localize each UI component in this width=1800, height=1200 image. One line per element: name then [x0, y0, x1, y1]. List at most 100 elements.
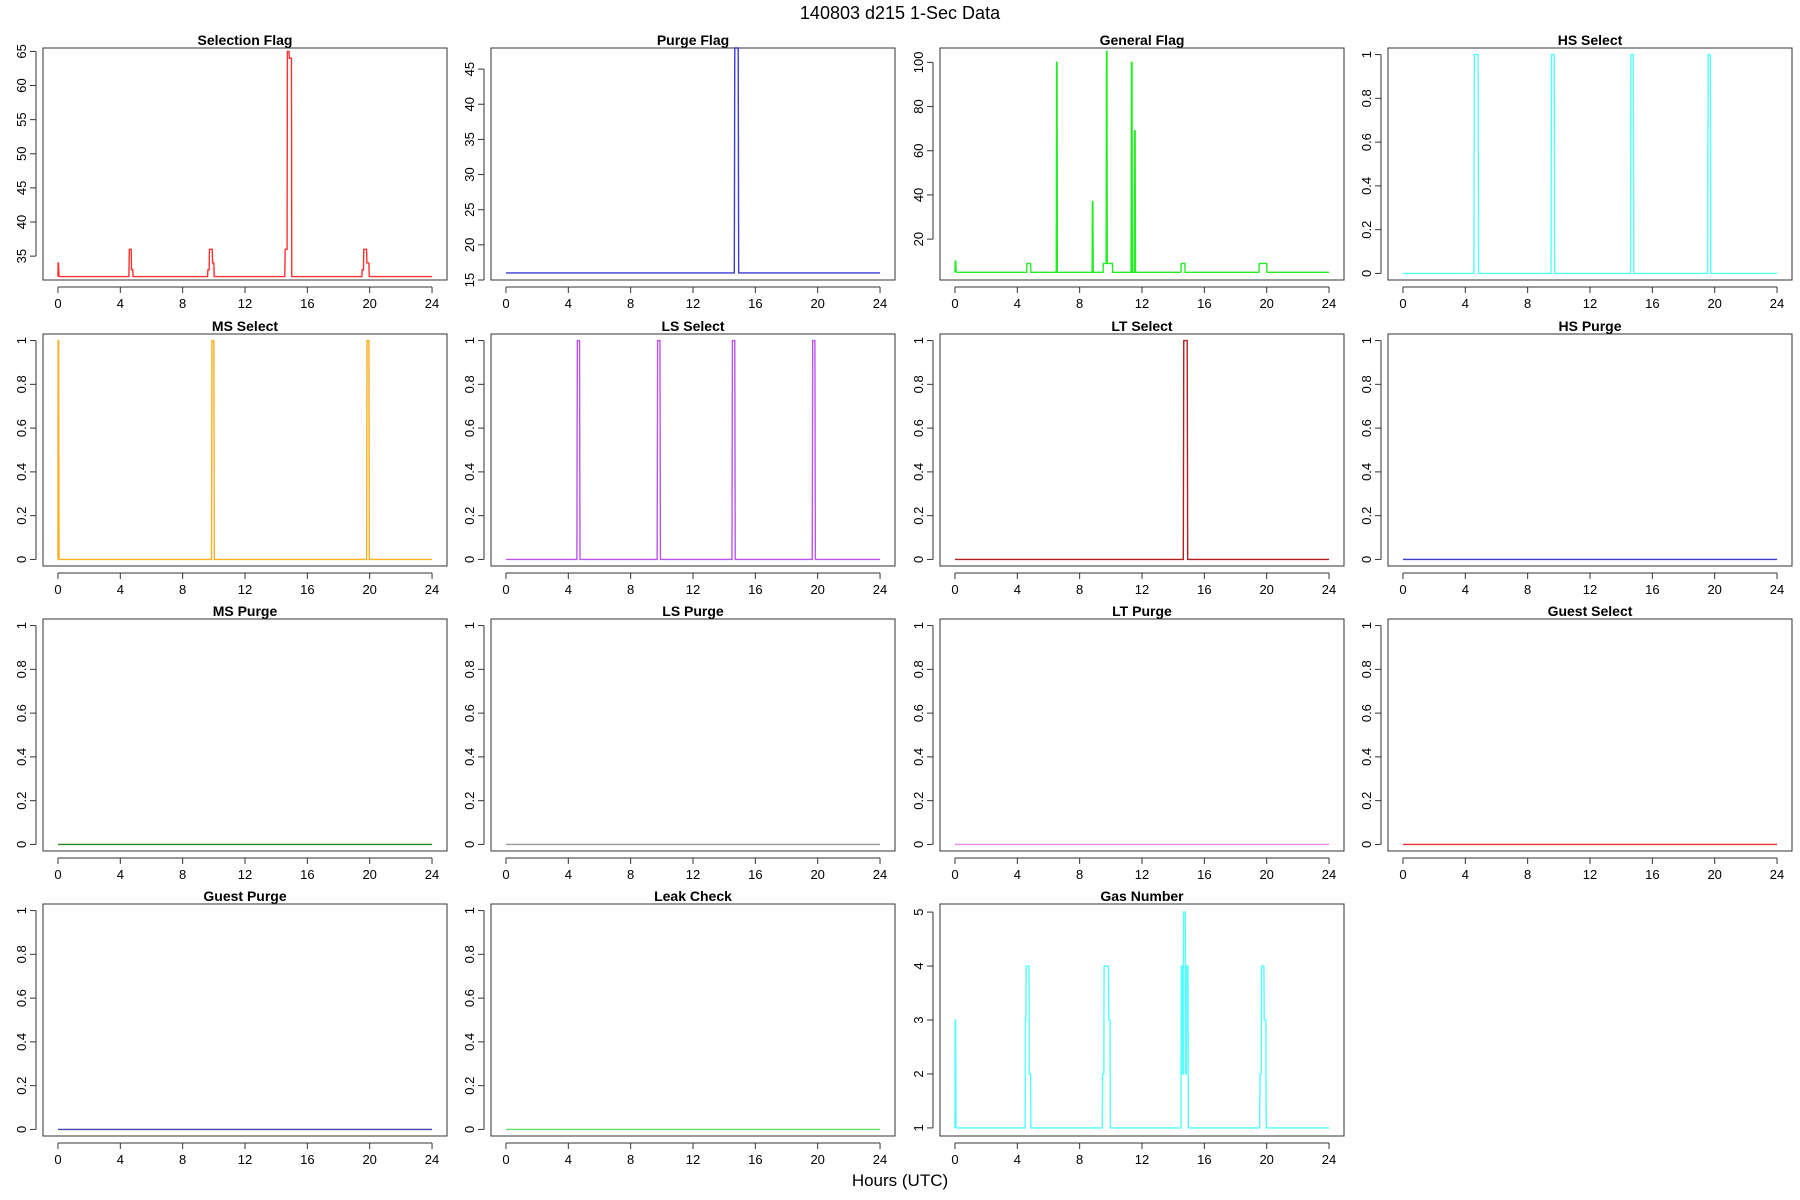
y-tick-label: 65: [14, 44, 29, 58]
y-tick-label: 60: [14, 78, 29, 92]
y-tick-label: 0.8: [1359, 89, 1374, 107]
page-title: 140803 d215 1-Sec Data: [800, 3, 1001, 23]
panel-ms-purge: MS Purge 0 4 8 12 16 20 24 0 0.2 0.4 0.6 0.8 1: [14, 603, 448, 882]
y-tick-label: 0.4: [911, 748, 926, 766]
plot-frame: [1387, 618, 1793, 852]
panel-guest-purge: Guest Purge 0 4 8 12 16 20 24 0 0.2 0.4 0.6 0.8 1: [14, 888, 448, 1167]
y-tick-label: 0.6: [911, 704, 926, 722]
plot-frame: [490, 333, 896, 567]
y-tick-label: 1: [1359, 622, 1374, 629]
x-tick-label: 24: [1770, 296, 1784, 311]
panel-title: Purge Flag: [657, 32, 729, 48]
x-tick-label: 8: [627, 296, 634, 311]
y-tick-label: 1: [14, 907, 29, 914]
y-tick-label: 40: [14, 215, 29, 229]
x-tick-label: 24: [1770, 582, 1784, 597]
y-tick-label: 0.4: [462, 748, 477, 766]
y-tick-label: 20: [462, 238, 477, 252]
panel-selection-flag: Selection Flag 0 4 8 12 16 20 24 35 40 45 50 55 60 65: [14, 32, 448, 311]
y-tick-label: 0: [911, 556, 926, 563]
y-tick-label: 0: [462, 841, 477, 848]
x-tick-label: 0: [951, 1152, 958, 1167]
y-tick-label: 0: [911, 841, 926, 848]
y-tick-label: 1: [14, 337, 29, 344]
panel-hs-select: HS Select 0 4 8 12 16 20 24 0 0.2 0.4 0.6 0.8 1: [1359, 32, 1793, 311]
x-tick-label: 0: [54, 296, 61, 311]
x-tick-label: 0: [1399, 296, 1406, 311]
plot-frame: [490, 618, 896, 852]
y-tick-label: 45: [14, 181, 29, 195]
y-tick-label: 0: [462, 1126, 477, 1133]
x-tick-label: 12: [1583, 582, 1597, 597]
x-tick-label: 12: [686, 296, 700, 311]
x-tick-label: 12: [1135, 1152, 1149, 1167]
series-line-general-flag: [954, 50, 1330, 273]
x-tick-label: 16: [1197, 296, 1211, 311]
x-tick-label: 20: [1707, 582, 1721, 597]
x-tick-label: 12: [1583, 296, 1597, 311]
panel-title: LT Select: [1111, 318, 1173, 334]
x-tick-label: 12: [686, 867, 700, 882]
x-tick-label: 24: [1770, 867, 1784, 882]
y-tick-label: 0.6: [14, 419, 29, 437]
series-line-gas-number: [954, 911, 1330, 1129]
x-tick-label: 24: [425, 1152, 439, 1167]
x-tick-label: 16: [300, 1152, 314, 1167]
y-tick-label: 0: [1359, 270, 1374, 277]
y-tick-label: 0.6: [1359, 419, 1374, 437]
x-tick-label: 24: [425, 582, 439, 597]
y-tick-label: 60: [911, 144, 926, 158]
panel-lt-select: LT Select 0 4 8 12 16 20 24 0 0.2 0.4 0.6 0.8 1: [911, 318, 1345, 597]
y-tick-label: 0: [14, 556, 29, 563]
panel-title: Guest Purge: [203, 888, 286, 904]
y-tick-label: 0.8: [14, 375, 29, 393]
x-tick-label: 16: [300, 582, 314, 597]
x-tick-label: 8: [627, 582, 634, 597]
y-tick-label: 1: [911, 1124, 926, 1131]
y-tick-label: 80: [911, 99, 926, 113]
y-tick-label: 0.8: [462, 660, 477, 678]
x-tick-label: 0: [54, 867, 61, 882]
y-tick-label: 3: [911, 1016, 926, 1023]
x-tick-label: 4: [117, 1152, 124, 1167]
y-tick-label: 0.8: [1359, 660, 1374, 678]
panel-title: Gas Number: [1100, 888, 1184, 904]
plot-frame: [939, 47, 1345, 281]
panel-title: MS Select: [212, 318, 278, 334]
x-tick-label: 16: [1197, 867, 1211, 882]
y-tick-label: 0.6: [462, 989, 477, 1007]
plot-frame: [939, 618, 1345, 852]
panel-general-flag: General Flag 0 4 8 12 16 20 24 20 40 60 80 100: [911, 32, 1345, 311]
panel-title: General Flag: [1100, 32, 1185, 48]
x-tick-label: 0: [951, 867, 958, 882]
x-tick-label: 20: [362, 582, 376, 597]
y-tick-label: 0: [14, 1126, 29, 1133]
x-tick-label: 8: [179, 1152, 186, 1167]
panel-title: HS Purge: [1558, 318, 1621, 334]
panel-lt-purge: LT Purge 0 4 8 12 16 20 24 0 0.2 0.4 0.6 0.8 1: [911, 603, 1345, 882]
x-tick-label: 20: [810, 582, 824, 597]
y-tick-label: 0.4: [911, 463, 926, 481]
y-tick-label: 40: [911, 188, 926, 202]
y-tick-label: 50: [14, 147, 29, 161]
series-line-selection-flag: [57, 50, 433, 278]
y-tick-label: 0: [14, 841, 29, 848]
y-tick-label: 0.2: [911, 792, 926, 810]
x-tick-label: 16: [300, 296, 314, 311]
y-tick-label: 0.4: [1359, 463, 1374, 481]
y-tick-label: 0.8: [911, 375, 926, 393]
panel-title: LS Select: [661, 318, 724, 334]
x-tick-label: 12: [1583, 867, 1597, 882]
x-tick-label: 16: [748, 582, 762, 597]
y-tick-label: 30: [462, 167, 477, 181]
y-tick-label: 0.8: [462, 375, 477, 393]
y-tick-label: 0.2: [462, 1077, 477, 1095]
x-tick-label: 16: [748, 1152, 762, 1167]
panel-hs-purge: HS Purge 0 4 8 12 16 20 24 0 0.2 0.4 0.6 0.8 1: [1359, 318, 1793, 597]
x-tick-label: 4: [117, 582, 124, 597]
y-tick-label: 0.8: [911, 660, 926, 678]
y-tick-label: 1: [911, 622, 926, 629]
x-tick-label: 16: [1645, 582, 1659, 597]
x-tick-label: 4: [1462, 867, 1469, 882]
